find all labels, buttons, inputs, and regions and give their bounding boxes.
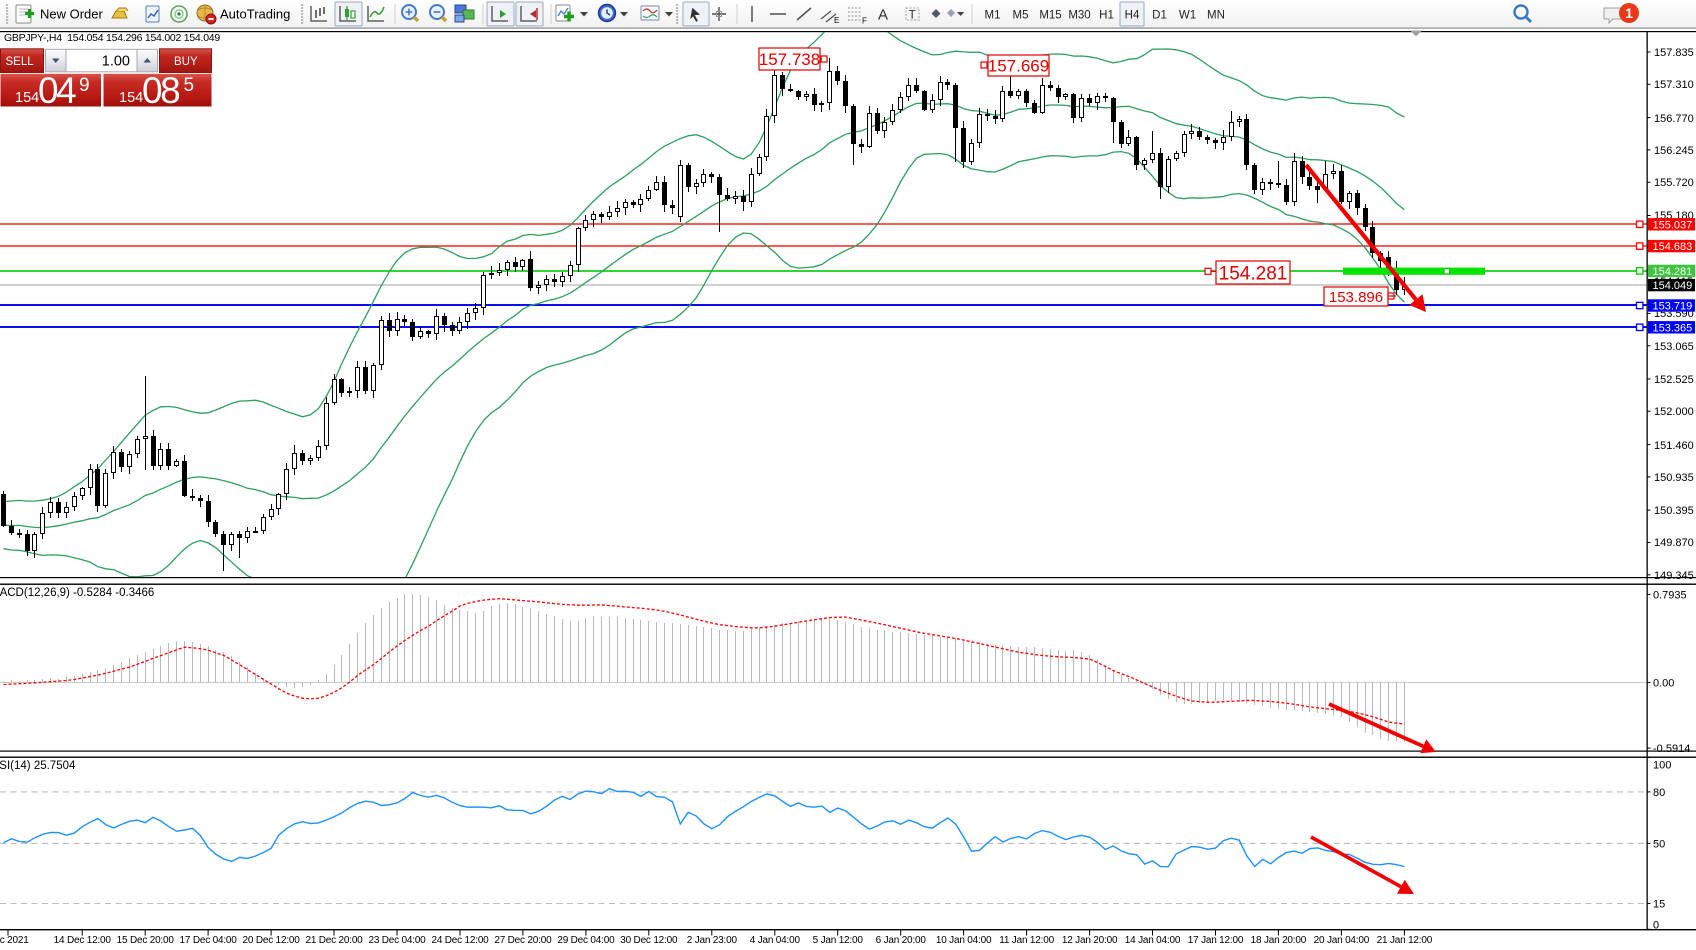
svg-text:F: F [862, 17, 867, 26]
svg-text:157.310: 157.310 [1654, 79, 1694, 91]
svg-text:New Order: New Order [40, 7, 104, 22]
svg-text:MN: MN [1207, 10, 1225, 22]
svg-text:1: 1 [1625, 5, 1633, 21]
svg-text:100: 100 [1653, 760, 1671, 772]
svg-text:H4: H4 [1125, 10, 1140, 22]
svg-text:Dec 2021: Dec 2021 [0, 935, 29, 946]
svg-text:154: 154 [15, 90, 39, 106]
svg-text:156.770: 156.770 [1654, 113, 1694, 125]
svg-text:151.460: 151.460 [1654, 440, 1694, 452]
svg-text:154.683: 154.683 [1653, 241, 1693, 253]
svg-text:27 Dec 20:00: 27 Dec 20:00 [494, 935, 552, 946]
svg-text:10 Jan 04:00: 10 Jan 04:00 [936, 935, 992, 946]
svg-text:20 Dec 12:00: 20 Dec 12:00 [243, 935, 301, 946]
svg-text:0.7935: 0.7935 [1653, 589, 1687, 601]
svg-text:2 Jan 23:00: 2 Jan 23:00 [687, 935, 738, 946]
svg-text:T: T [909, 8, 917, 22]
svg-text:153.719: 153.719 [1653, 301, 1693, 313]
svg-text:MACD(12,26,9) -0.5284 -0.3466: MACD(12,26,9) -0.5284 -0.3466 [0, 587, 154, 599]
svg-text:M5: M5 [1013, 10, 1029, 22]
svg-text:E: E [834, 16, 839, 25]
svg-text:M1: M1 [985, 10, 1001, 22]
svg-text:150.395: 150.395 [1654, 505, 1694, 517]
svg-text:15 Dec 20:00: 15 Dec 20:00 [117, 935, 175, 946]
svg-text:04: 04 [38, 70, 76, 111]
svg-text:154.281: 154.281 [1219, 263, 1288, 284]
svg-text:154: 154 [119, 90, 143, 106]
svg-text:155.720: 155.720 [1654, 177, 1694, 189]
svg-text:18 Jan 20:00: 18 Jan 20:00 [1251, 935, 1307, 946]
svg-text:-0.5914: -0.5914 [1653, 743, 1690, 755]
svg-text:17 Dec 04:00: 17 Dec 04:00 [180, 935, 238, 946]
svg-text:BUY: BUY [174, 56, 198, 68]
svg-text:SELL: SELL [6, 56, 35, 68]
svg-text:157.669: 157.669 [988, 57, 1049, 76]
svg-text:155.037: 155.037 [1653, 219, 1693, 231]
svg-text:M30: M30 [1068, 10, 1090, 22]
svg-text:D1: D1 [1152, 10, 1167, 22]
svg-text:50: 50 [1653, 838, 1665, 850]
svg-text:153.365: 153.365 [1653, 322, 1693, 334]
svg-text:14 Jan 04:00: 14 Jan 04:00 [1125, 935, 1181, 946]
svg-text:153.896: 153.896 [1329, 289, 1383, 306]
svg-text:5 Jan 12:00: 5 Jan 12:00 [813, 935, 864, 946]
svg-text:RSI(14) 25.7504: RSI(14) 25.7504 [0, 760, 76, 772]
svg-text:21 Dec 20:00: 21 Dec 20:00 [305, 935, 363, 946]
svg-text:1.00: 1.00 [102, 54, 130, 70]
svg-text:20 Jan 04:00: 20 Jan 04:00 [1314, 935, 1370, 946]
svg-text:154.049: 154.049 [1653, 280, 1693, 292]
svg-text:80: 80 [1653, 787, 1665, 799]
svg-text:0.00: 0.00 [1653, 678, 1674, 690]
svg-text:24 Dec 12:00: 24 Dec 12:00 [431, 935, 489, 946]
svg-text:30 Dec 12:00: 30 Dec 12:00 [620, 935, 678, 946]
svg-text:17 Jan 12:00: 17 Jan 12:00 [1188, 935, 1244, 946]
svg-text:H1: H1 [1099, 10, 1114, 22]
svg-text:153.065: 153.065 [1654, 341, 1694, 353]
svg-text:4 Jan 04:00: 4 Jan 04:00 [750, 935, 801, 946]
svg-text:29 Dec 04:00: 29 Dec 04:00 [557, 935, 615, 946]
svg-text:21 Jan 12:00: 21 Jan 12:00 [1377, 935, 1433, 946]
svg-text:AutoTrading: AutoTrading [220, 7, 290, 22]
svg-text:23 Dec 04:00: 23 Dec 04:00 [368, 935, 426, 946]
svg-text:M15: M15 [1039, 10, 1061, 22]
svg-text:5: 5 [184, 75, 195, 96]
svg-text:12 Jan 20:00: 12 Jan 20:00 [1062, 935, 1118, 946]
svg-text:157.835: 157.835 [1654, 47, 1694, 59]
svg-text:15: 15 [1653, 899, 1665, 911]
svg-text:9: 9 [79, 75, 90, 96]
svg-text:6 Jan 20:00: 6 Jan 20:00 [876, 935, 927, 946]
svg-text:GBPJPY-,H4 154.054 154.296 15: GBPJPY-,H4 154.054 154.296 154.002 154.0… [4, 32, 220, 44]
svg-text:152.000: 152.000 [1654, 406, 1694, 418]
svg-text:14 Dec 12:00: 14 Dec 12:00 [54, 935, 112, 946]
svg-text:08: 08 [142, 70, 179, 111]
svg-text:11 Jan 12:00: 11 Jan 12:00 [999, 935, 1054, 946]
svg-text:152.525: 152.525 [1654, 374, 1694, 386]
svg-text:W1: W1 [1179, 10, 1196, 22]
svg-text:A: A [878, 7, 888, 24]
svg-text:149.870: 149.870 [1654, 537, 1694, 549]
svg-text:157.738: 157.738 [759, 50, 820, 69]
svg-text:150.935: 150.935 [1654, 472, 1694, 484]
svg-text:154.281: 154.281 [1653, 266, 1693, 278]
svg-text:149.345: 149.345 [1654, 570, 1694, 582]
svg-text:156.245: 156.245 [1654, 145, 1694, 157]
svg-text:0: 0 [1653, 919, 1659, 931]
